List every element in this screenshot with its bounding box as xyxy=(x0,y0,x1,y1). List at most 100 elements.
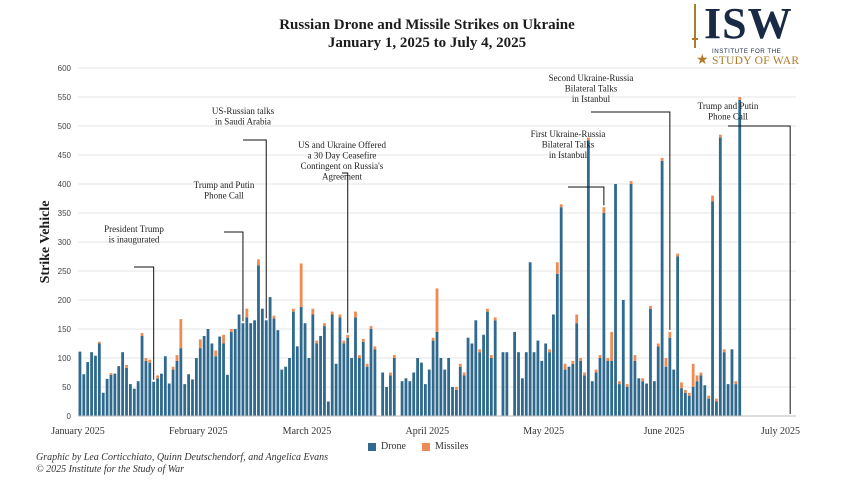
bar-missiles xyxy=(583,372,586,376)
bar-drone xyxy=(559,207,563,416)
bar-drone xyxy=(136,381,140,416)
y-tick-label: 400 xyxy=(58,180,72,189)
annotation-text: Agreement xyxy=(322,172,362,182)
logo-line1: INSTITUTE FOR THE xyxy=(712,48,782,55)
bar-drone xyxy=(354,317,357,416)
bar-drone xyxy=(194,358,198,416)
bar-drone xyxy=(117,366,121,416)
bar-drone xyxy=(78,351,82,416)
bar-drone xyxy=(637,378,641,416)
bar-missiles xyxy=(272,315,276,319)
x-tick-label: July 2025 xyxy=(761,426,800,437)
y-tick-label: 450 xyxy=(58,151,72,160)
bar-drone xyxy=(431,340,435,416)
bar-missiles xyxy=(711,195,714,202)
bar-drone xyxy=(222,343,225,416)
bar-drone xyxy=(435,331,439,416)
bar-drone xyxy=(451,387,454,416)
bar-missiles xyxy=(707,395,711,399)
bar-missiles xyxy=(629,181,633,184)
bar-drone xyxy=(552,314,555,416)
bar-missiles xyxy=(610,331,614,361)
bar-drone xyxy=(101,392,105,416)
bar-drone xyxy=(132,388,136,416)
annotation-text: Phone Call xyxy=(204,191,244,201)
bar-drone xyxy=(330,314,334,416)
bar-drone xyxy=(385,387,388,416)
bar-drone xyxy=(656,346,660,416)
bar-drone xyxy=(191,379,194,416)
bar-drone xyxy=(400,381,404,416)
bar-drone xyxy=(408,381,412,416)
x-tick-label: March 2025 xyxy=(283,426,332,437)
bar-missiles xyxy=(625,384,629,387)
bar-drone xyxy=(264,320,268,416)
bar-drone xyxy=(183,384,187,416)
bar-drone xyxy=(505,352,509,416)
bar-drone xyxy=(373,349,377,416)
bar-drone xyxy=(311,314,315,416)
bar-missiles xyxy=(175,355,179,361)
bar-drone xyxy=(338,317,342,416)
bar-drone xyxy=(555,273,559,416)
annotation-text: President Trump xyxy=(104,224,164,234)
bar-drone xyxy=(315,343,319,416)
bar-missiles xyxy=(683,389,687,393)
bar-drone xyxy=(276,330,280,416)
bar-drone xyxy=(284,366,288,416)
bar-missiles xyxy=(548,349,551,353)
bar-drone xyxy=(676,256,680,416)
bar-drone xyxy=(439,358,443,416)
bar-missiles xyxy=(579,358,582,361)
bar-missiles xyxy=(555,262,559,274)
y-tick-label: 100 xyxy=(58,354,72,363)
bar-drone xyxy=(652,381,656,416)
bar-drone xyxy=(167,383,171,416)
bar-missiles xyxy=(462,372,466,376)
bar-missiles xyxy=(214,350,218,357)
bar-missiles xyxy=(633,355,637,361)
bar-drone xyxy=(517,352,520,416)
y-tick-label: 50 xyxy=(62,383,71,392)
bar-missiles xyxy=(369,326,373,329)
bar-drone xyxy=(680,388,683,416)
chart-title: Russian Drone and Missile Strikes on Ukr… xyxy=(190,16,664,52)
bar-drone xyxy=(229,331,233,416)
bar-drone xyxy=(299,306,303,416)
bar-missiles xyxy=(664,358,668,367)
bar-missiles xyxy=(354,311,357,318)
bar-drone xyxy=(280,369,284,416)
bar-drone xyxy=(423,384,427,416)
bar-drone xyxy=(571,363,575,416)
bar-drone xyxy=(610,360,614,416)
annotation-text: Bilateral Talks xyxy=(565,84,618,94)
bar-drone xyxy=(420,362,423,416)
annotation-text: a 30 Day Ceasefire xyxy=(308,151,377,161)
bar-missiles xyxy=(656,343,660,347)
bar-drone xyxy=(528,262,532,416)
bar-drone xyxy=(148,362,152,416)
bar-drone xyxy=(532,352,536,416)
footer-copyright: © 2025 Institute for the Study of War xyxy=(36,464,185,475)
bar-drone xyxy=(144,360,148,416)
bar-drone xyxy=(210,343,214,416)
bar-drone xyxy=(489,358,493,416)
bar-drone xyxy=(738,99,742,417)
bar-drone xyxy=(253,320,256,416)
annotation-text: Trump and Putin xyxy=(698,101,759,111)
bar-missiles xyxy=(602,207,606,213)
bar-drone xyxy=(466,337,470,416)
bar-drone xyxy=(334,363,338,416)
bar-drone xyxy=(416,358,419,416)
legend-item-missiles: Missiles xyxy=(422,441,468,452)
legend-swatch-missiles xyxy=(422,442,430,451)
bar-drone xyxy=(233,329,237,416)
bar-drone xyxy=(90,352,93,416)
bar-drone xyxy=(82,374,86,416)
bar-missiles xyxy=(660,157,664,161)
bar-drone xyxy=(718,137,722,416)
y-tick-label: 200 xyxy=(58,296,72,305)
bar-drone xyxy=(590,381,594,416)
bar-drone xyxy=(288,358,291,416)
